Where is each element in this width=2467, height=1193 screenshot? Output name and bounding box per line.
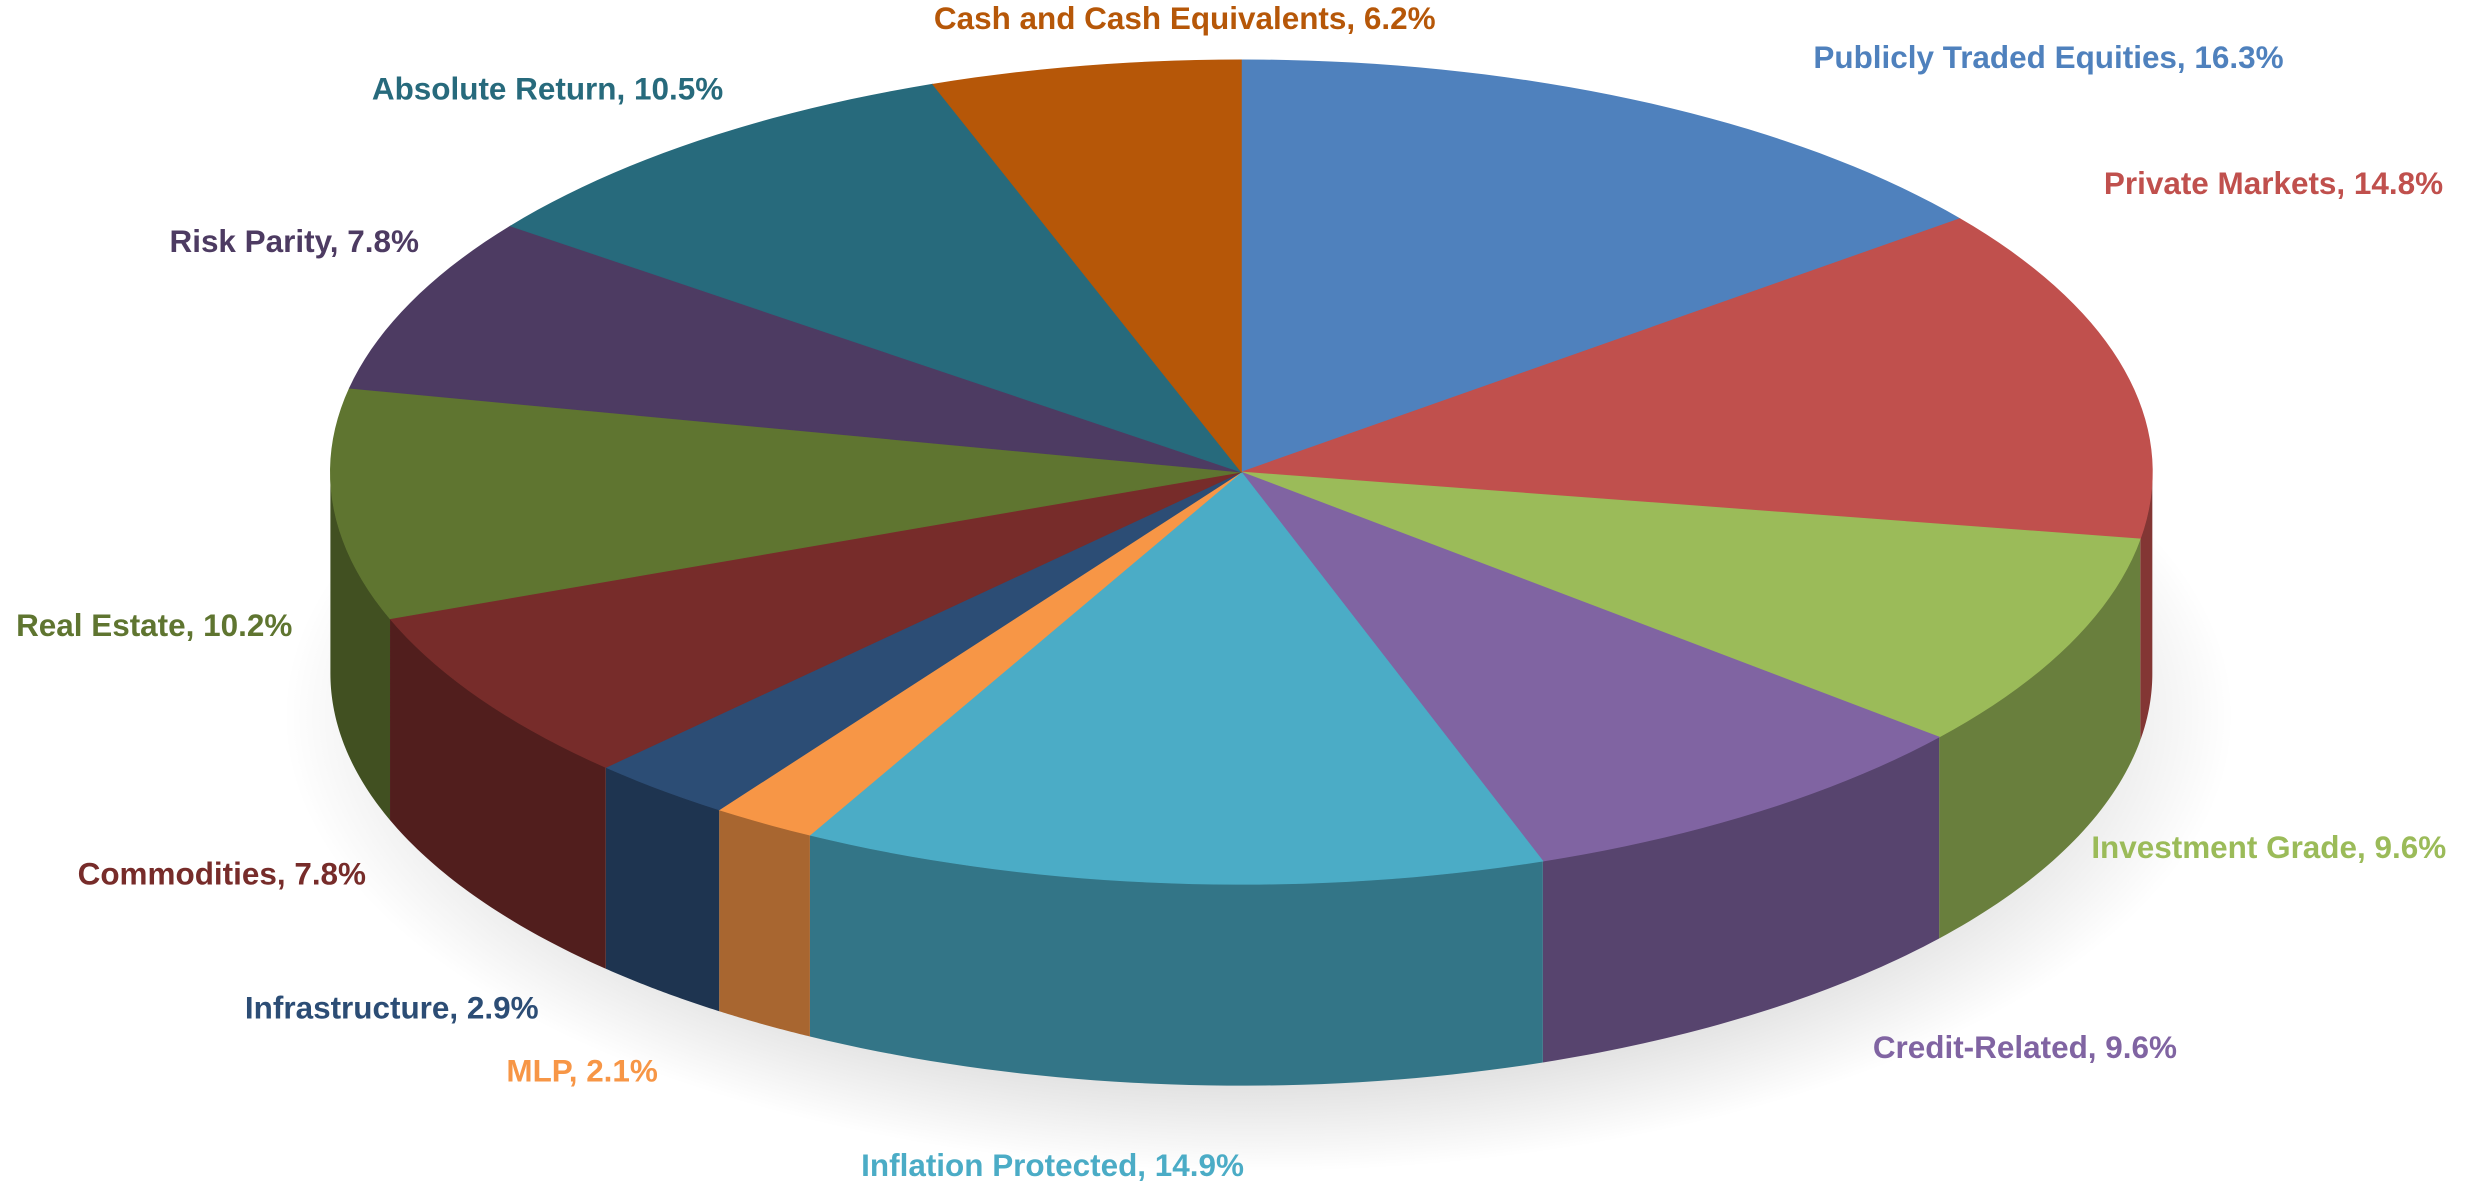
slice-side — [2140, 472, 2153, 741]
slice-side — [1939, 538, 2141, 939]
slice — [1241, 471, 2141, 738]
data-label: Publicly Traded Equities, 16.3% — [1813, 40, 2283, 75]
data-label: Investment Grade, 9.6% — [2091, 830, 2446, 865]
slice — [389, 471, 1242, 768]
slice — [1240, 59, 1961, 473]
slice — [809, 471, 1544, 885]
slice — [348, 225, 1242, 473]
slice — [1240, 471, 1941, 862]
data-label: Inflation Protected, 14.9% — [861, 1148, 1244, 1183]
slice — [718, 471, 1242, 836]
slice-side — [605, 767, 720, 1012]
slice-side — [809, 835, 1543, 1086]
slice — [931, 59, 1242, 474]
slice-side — [1542, 737, 1940, 1063]
slice-side — [390, 618, 606, 969]
data-label: Private Markets, 14.8% — [2104, 166, 2443, 201]
slice-side — [719, 809, 810, 1037]
slice — [604, 471, 1242, 811]
slice — [1241, 218, 2153, 540]
data-label: Cash and Cash Equivalents, 6.2% — [934, 1, 1436, 36]
data-label: Credit-Related, 9.6% — [1873, 1030, 2177, 1065]
data-label: Absolute Return, 10.5% — [372, 72, 723, 107]
data-label: Infrastructure, 2.9% — [245, 990, 539, 1025]
data-label: Real Estate, 10.2% — [16, 608, 292, 643]
data-label: Commodities, 7.8% — [78, 857, 366, 892]
data-label: Risk Parity, 7.8% — [169, 224, 418, 259]
slice — [509, 83, 1243, 473]
slice-side — [330, 472, 391, 821]
slice — [330, 387, 1242, 620]
data-label: MLP, 2.1% — [506, 1053, 658, 1088]
